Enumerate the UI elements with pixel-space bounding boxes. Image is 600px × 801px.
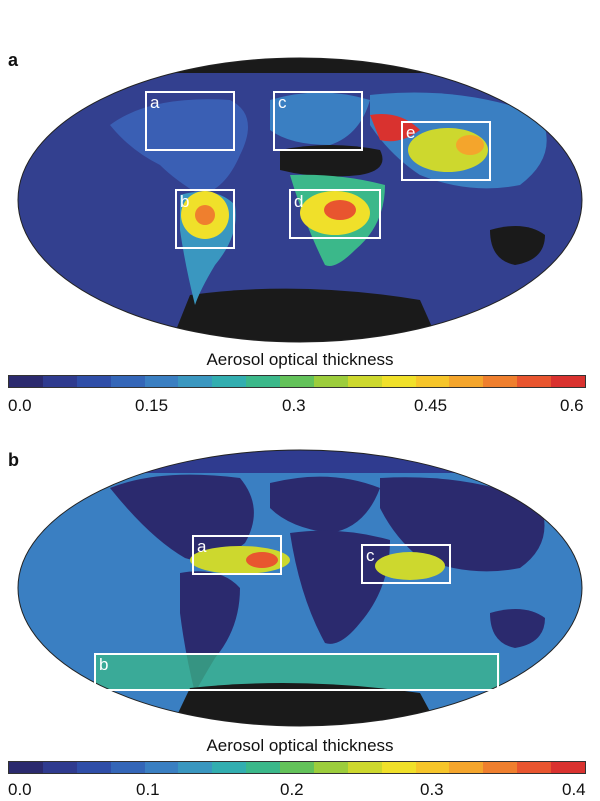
colorbar-swatch bbox=[483, 376, 518, 387]
colorbar-swatch bbox=[76, 376, 111, 387]
map-b-europe bbox=[270, 476, 380, 533]
aerosol-map-b: a b c bbox=[17, 449, 583, 727]
colorbar-swatch bbox=[76, 762, 111, 773]
colorbar-swatch bbox=[144, 376, 179, 387]
colorbar-b-tick-0: 0.0 bbox=[8, 780, 32, 799]
map-a-amazon-peak bbox=[195, 205, 215, 225]
colorbar-a-title: Aerosol optical thickness bbox=[206, 350, 394, 369]
colorbar-swatch bbox=[9, 762, 43, 773]
map-a-antarctica bbox=[170, 288, 440, 342]
colorbar-swatch bbox=[212, 376, 247, 387]
region-box-b-c bbox=[361, 544, 451, 584]
colorbar-b-tick-3: 0.3 bbox=[420, 780, 444, 799]
region-box-a-d bbox=[289, 189, 381, 239]
map-b-plume-peak bbox=[246, 552, 278, 568]
colorbar-swatch bbox=[246, 762, 280, 773]
map-b-australia bbox=[490, 609, 545, 648]
colorbar-swatch bbox=[551, 762, 585, 773]
map-b-arabian-sea bbox=[375, 552, 445, 580]
map-a-china-peak bbox=[456, 135, 484, 155]
map-a-africa-peak bbox=[324, 200, 356, 220]
colorbar-swatch bbox=[381, 376, 416, 387]
colorbar-a-tick-4: 0.6 bbox=[560, 396, 584, 415]
colorbar-swatch bbox=[415, 376, 450, 387]
aerosol-map-a: a b c d e bbox=[17, 57, 583, 343]
colorbar-swatch bbox=[517, 762, 551, 773]
colorbar-swatch bbox=[280, 762, 314, 773]
region-label-a-b: b bbox=[180, 192, 189, 211]
colorbar-swatch bbox=[313, 376, 348, 387]
region-box-b-a bbox=[192, 535, 282, 575]
map-a-australia bbox=[490, 226, 545, 265]
colorbar-swatch bbox=[280, 376, 314, 387]
colorbar-b-tick-2: 0.2 bbox=[280, 780, 304, 799]
map-b-north-band bbox=[18, 450, 582, 473]
map-b-asia bbox=[380, 477, 545, 572]
colorbar-swatch bbox=[246, 376, 280, 387]
colorbar-swatch bbox=[415, 762, 450, 773]
region-box-a-e bbox=[401, 121, 491, 181]
colorbar-swatch bbox=[110, 376, 145, 387]
colorbar-swatch bbox=[178, 376, 213, 387]
colorbar-swatch bbox=[42, 376, 77, 387]
colorbar-a-tick-1: 0.15 bbox=[135, 396, 169, 415]
map-a-north-america bbox=[110, 99, 248, 195]
colorbar-b-tick-4: 0.4 bbox=[562, 780, 586, 799]
colorbar-a-tick-0: 0.0 bbox=[8, 396, 32, 415]
colorbar-b-title: Aerosol optical thickness bbox=[206, 736, 394, 755]
colorbar-a-tick-3: 0.45 bbox=[414, 396, 448, 415]
region-box-b-b bbox=[94, 653, 499, 691]
colorbar-swatch bbox=[551, 376, 585, 387]
colorbar-b-tick-1: 0.1 bbox=[136, 780, 160, 799]
colorbar-swatch bbox=[42, 762, 77, 773]
map-b-north-america bbox=[110, 474, 254, 561]
map-a-europe bbox=[270, 92, 370, 145]
colorbar-swatch bbox=[483, 762, 518, 773]
colorbar-swatch bbox=[178, 762, 213, 773]
region-box-a-a bbox=[145, 91, 235, 151]
colorbar-swatch bbox=[347, 762, 382, 773]
region-box-a-c bbox=[273, 91, 363, 151]
colorbar-swatch bbox=[144, 762, 179, 773]
colorbar-swatch bbox=[381, 762, 416, 773]
colorbar-swatch bbox=[449, 762, 484, 773]
colorbar-b bbox=[8, 761, 586, 774]
map-b-antarctica bbox=[170, 683, 440, 726]
map-b-africa bbox=[290, 530, 390, 644]
map-a-middle-east-hot bbox=[370, 114, 420, 142]
region-label-b-c: c bbox=[366, 546, 375, 565]
colorbar-swatch bbox=[212, 762, 247, 773]
panel-a-letter: a bbox=[8, 50, 19, 70]
region-label-a-e: e bbox=[406, 123, 415, 142]
colorbar-swatch bbox=[449, 376, 484, 387]
colorbar-a-tick-2: 0.3 bbox=[282, 396, 306, 415]
map-a-sahara-nodata bbox=[280, 145, 383, 177]
colorbar-swatch bbox=[110, 762, 145, 773]
region-label-b-b: b bbox=[99, 655, 108, 674]
region-box-a-b bbox=[175, 189, 235, 249]
region-label-b-a: a bbox=[197, 537, 207, 556]
colorbar-a bbox=[8, 375, 586, 388]
region-label-a-c: c bbox=[278, 93, 287, 112]
region-label-a-a: a bbox=[150, 93, 160, 112]
colorbar-swatch bbox=[517, 376, 551, 387]
colorbar-swatch bbox=[9, 376, 43, 387]
colorbar-swatch bbox=[313, 762, 348, 773]
region-label-a-d: d bbox=[294, 192, 303, 211]
colorbar-swatch bbox=[347, 376, 382, 387]
panel-b-letter: b bbox=[8, 450, 19, 470]
